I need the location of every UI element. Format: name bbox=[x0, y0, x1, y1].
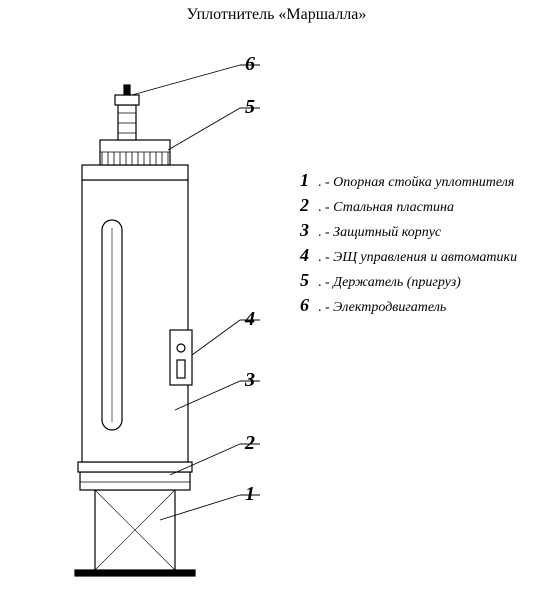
legend-text: - Защитный корпус bbox=[325, 225, 441, 240]
legend-text: - Опорная стойка уплотнителя bbox=[325, 175, 514, 190]
legend-row: 1. - Опорная стойка уплотнителя bbox=[300, 170, 517, 191]
legend-row: 5. - Держатель (пригруз) bbox=[300, 270, 517, 291]
legend-row: 2. - Стальная пластина bbox=[300, 195, 517, 216]
legend: 1. - Опорная стойка уплотнителя 2. - Ста… bbox=[300, 170, 517, 320]
legend-num: 5 bbox=[300, 270, 318, 291]
legend-dot: . bbox=[318, 175, 325, 190]
legend-row: 6. - Электродвигатель bbox=[300, 295, 517, 316]
legend-dot: . bbox=[318, 250, 325, 265]
legend-num: 2 bbox=[300, 195, 318, 216]
legend-num: 3 bbox=[300, 220, 318, 241]
legend-dot: . bbox=[318, 275, 325, 290]
legend-row: 3. - Защитный корпус bbox=[300, 220, 517, 241]
legend-num: 1 bbox=[300, 170, 318, 191]
legend-dot: . bbox=[318, 300, 325, 315]
legend-dot: . bbox=[318, 200, 325, 215]
legend-text: - ЭЩ управления и автоматики bbox=[325, 250, 517, 265]
legend-row: 4. - ЭЩ управления и автоматики bbox=[300, 245, 517, 266]
legend-dot: . bbox=[318, 225, 325, 240]
callout-2: 2 bbox=[245, 432, 255, 455]
legend-num: 4 bbox=[300, 245, 318, 266]
legend-text: - Электродвигатель bbox=[325, 300, 446, 315]
legend-text: - Держатель (пригруз) bbox=[325, 275, 461, 290]
callout-1: 1 bbox=[245, 483, 255, 506]
callout-4: 4 bbox=[245, 308, 255, 331]
callout-5: 5 bbox=[245, 96, 255, 119]
legend-num: 6 bbox=[300, 295, 318, 316]
callout-3: 3 bbox=[245, 369, 255, 392]
legend-text: - Стальная пластина bbox=[325, 200, 454, 215]
callout-6: 6 bbox=[245, 53, 255, 76]
